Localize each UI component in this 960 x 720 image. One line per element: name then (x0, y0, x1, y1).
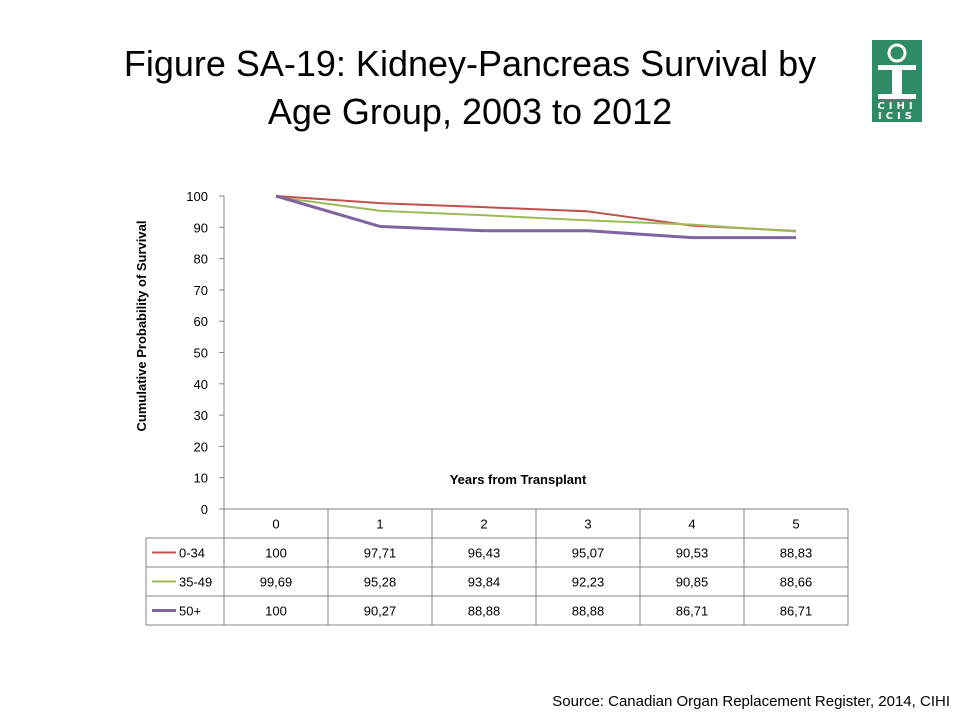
legend-label: 50+ (179, 604, 201, 619)
chart-axes: 0 10 20 30 40 50 60 70 80 90 100 (186, 189, 225, 517)
page-title: Figure SA-19: Kidney-Pancreas Survival b… (60, 40, 880, 136)
y-tick-label: 90 (194, 220, 208, 235)
data-label: 86,71 (780, 604, 813, 619)
title-line-1: Figure SA-19: Kidney-Pancreas Survival b… (123, 43, 817, 84)
data-label: 88,88 (572, 604, 605, 619)
series-line-35-49 (275, 195, 797, 233)
x-tick-label: 4 (688, 517, 695, 532)
logo-text-bottom: ICIS (878, 111, 916, 122)
series-line-50+ (275, 194, 796, 240)
data-label: 92,23 (572, 575, 605, 590)
legend-label: 35-49 (179, 575, 212, 590)
y-tick-label: 70 (194, 283, 208, 298)
data-label: 90,85 (676, 575, 709, 590)
y-tick-label: 0 (201, 502, 208, 517)
x-tick-label: 3 (584, 517, 591, 532)
title-line-2: Age Group, 2003 to 2012 (267, 91, 673, 132)
chart-lines (275, 194, 797, 240)
data-label: 100 (265, 546, 287, 561)
x-tick-label: 0 (272, 517, 279, 532)
y-tick-label: 100 (186, 189, 208, 204)
y-tick-label: 20 (194, 439, 208, 454)
data-label: 88,88 (468, 604, 501, 619)
y-tick-label: 80 (194, 252, 208, 267)
x-axis-label: Years from Transplant (450, 472, 587, 487)
data-label: 88,83 (780, 546, 813, 561)
y-tick-label: 30 (194, 408, 208, 423)
data-label: 99,69 (260, 575, 293, 590)
y-tick-label: 60 (194, 314, 208, 329)
data-label: 90,27 (364, 604, 397, 619)
data-label: 88,66 (780, 575, 813, 590)
y-tick-label: 40 (194, 377, 208, 392)
y-tick-label: 10 (194, 471, 208, 486)
logo-text-top: CIHI (877, 101, 917, 112)
cihi-logo-icon (878, 43, 916, 99)
x-tick-label: 5 (792, 517, 799, 532)
data-label: 93,84 (468, 575, 501, 590)
data-label: 90,53 (676, 546, 709, 561)
data-label: 95,07 (572, 546, 605, 561)
y-tick-label: 50 (194, 346, 208, 361)
y-axis-label: Cumulative Probability of Survival (134, 221, 149, 432)
source-note: Source: Canadian Organ Replacement Regis… (552, 693, 950, 710)
x-tick-label: 1 (376, 517, 383, 532)
data-label: 100 (265, 604, 287, 619)
data-label: 96,43 (468, 546, 501, 561)
x-tick-label: 2 (480, 517, 487, 532)
data-label: 97,71 (364, 546, 397, 561)
cihi-logo: CIHI ICIS (872, 40, 922, 122)
data-label: 86,71 (676, 604, 709, 619)
data-label: 95,28 (364, 575, 397, 590)
legend-label: 0-34 (179, 546, 205, 561)
data-table: 0 1 2 3 4 5 0-34 100 97,71 96,43 95,07 90,53 88,83 35… (145, 508, 849, 626)
